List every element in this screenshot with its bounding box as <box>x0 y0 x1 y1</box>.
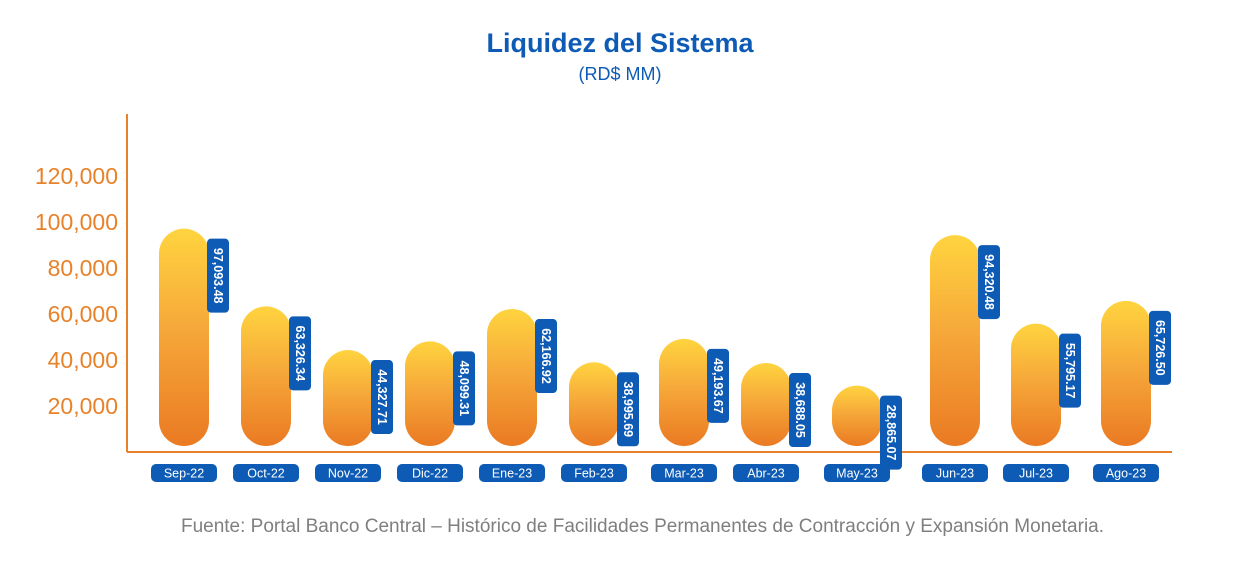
source-note: Fuente: Portal Banco Central – Histórico… <box>180 516 1105 537</box>
y-tick-label: 20,000 <box>48 393 118 419</box>
data-label-box <box>707 348 729 423</box>
data-label-box <box>207 238 229 313</box>
category-label-box <box>651 464 717 482</box>
bar <box>1011 323 1061 446</box>
bar <box>741 363 791 446</box>
bar <box>930 235 980 446</box>
category-label: Oct-22 <box>247 467 285 481</box>
category-label: Jul-23 <box>1019 467 1053 481</box>
category-label: Jun-23 <box>936 467 974 481</box>
data-label: 55,795.17 <box>1063 343 1077 399</box>
data-label-box <box>617 372 639 447</box>
data-label-box <box>289 316 311 391</box>
y-tick-label: 120,000 <box>35 163 118 189</box>
category-label-box <box>922 464 988 482</box>
category-label-box <box>233 464 299 482</box>
data-label-box <box>453 351 475 426</box>
y-tick-label: 100,000 <box>35 209 118 235</box>
category-label-box <box>1003 464 1069 482</box>
category-label: Abr-23 <box>747 467 785 481</box>
y-tick-label: 40,000 <box>48 347 118 373</box>
category-label: Dic-22 <box>412 467 448 481</box>
bar <box>487 309 537 446</box>
data-label-box <box>880 395 902 470</box>
bar <box>241 306 291 446</box>
bar <box>1101 300 1151 446</box>
category-label: May-23 <box>836 467 878 481</box>
data-label-box <box>978 245 1000 320</box>
data-label: 38,995.69 <box>621 382 635 438</box>
category-label-box <box>479 464 545 482</box>
data-label: 49,193.67 <box>711 358 725 414</box>
bar <box>159 228 209 446</box>
data-label-box <box>371 360 393 435</box>
category-label-box <box>1093 464 1159 482</box>
data-label: 44,327.71 <box>375 369 389 425</box>
category-label: Feb-23 <box>574 467 614 481</box>
category-label-box <box>315 464 381 482</box>
category-label: Ene-23 <box>492 467 532 481</box>
data-label: 28,865.07 <box>884 405 898 461</box>
bar <box>323 350 373 446</box>
category-label: Mar-23 <box>664 467 704 481</box>
data-label-box <box>1149 310 1171 385</box>
data-label-box <box>1059 333 1081 408</box>
bar <box>832 385 882 446</box>
data-label-box <box>789 373 811 448</box>
data-label: 48,099.31 <box>457 361 471 417</box>
data-label-box <box>535 319 557 394</box>
y-tick-label: 60,000 <box>48 301 118 327</box>
y-tick-label: 80,000 <box>48 255 118 281</box>
category-label-box <box>561 464 627 482</box>
chart-title: Liquidez del Sistema <box>486 28 754 58</box>
data-label: 62,166.92 <box>539 328 553 384</box>
data-label: 94,320.48 <box>982 254 996 310</box>
bar <box>405 341 455 446</box>
category-label: Nov-22 <box>328 467 368 481</box>
data-label: 38,688.05 <box>793 382 807 438</box>
category-label-box <box>733 464 799 482</box>
data-label: 97,093.48 <box>211 248 225 304</box>
data-label: 63,326.34 <box>293 326 307 382</box>
bar-chart: 20,000 40,000 60,000 80,000 100,000 120,000 9… <box>35 114 1172 482</box>
category-label-box <box>397 464 463 482</box>
bar <box>659 338 709 446</box>
bar <box>569 362 619 446</box>
category-label-box <box>824 464 890 482</box>
category-label-box <box>151 464 217 482</box>
category-label: Ago-23 <box>1106 467 1146 481</box>
category-label: Sep-22 <box>164 467 204 481</box>
chart-subtitle: (RD$ MM) <box>578 64 662 84</box>
data-label: 65,726.50 <box>1153 320 1167 376</box>
